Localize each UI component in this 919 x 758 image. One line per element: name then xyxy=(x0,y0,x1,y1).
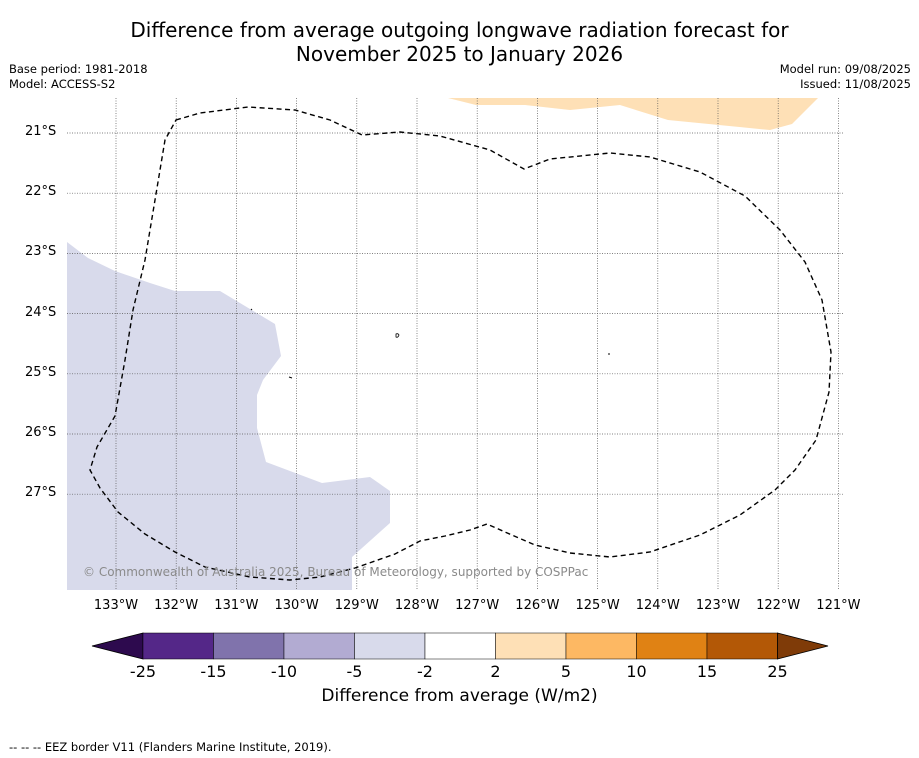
colorbar xyxy=(91,632,829,660)
gridlines xyxy=(67,98,843,590)
colorbar-swatch xyxy=(495,632,567,660)
colorbar-tick-label: -15 xyxy=(200,662,227,681)
longitude-label: 131°W xyxy=(214,598,259,613)
colorbar-tick-label: -2 xyxy=(417,662,433,681)
longitude-label: 130°W xyxy=(274,598,319,613)
title-line-1: Difference from average outgoing longwav… xyxy=(130,18,789,42)
copyright-notice: © Commonwealth of Australia 2025, Bureau… xyxy=(83,565,589,579)
colorbar-tick-label: 25 xyxy=(767,662,788,681)
longitude-label: 123°W xyxy=(695,598,741,613)
latitude-label: 26°S xyxy=(25,425,57,440)
latitude-label: 24°S xyxy=(25,304,57,320)
longitude-label: 127°W xyxy=(455,598,500,613)
island-marker xyxy=(395,333,400,338)
colorbar-tick-label: 10 xyxy=(626,662,647,681)
longitude-label: 124°W xyxy=(635,598,680,613)
latitude-label: 21°S xyxy=(25,124,57,139)
meta-right: Model run: 09/08/2025 Issued: 11/08/2025 xyxy=(780,62,911,92)
colorbar-tick-label: -25 xyxy=(129,662,157,681)
longitude-label: 128°W xyxy=(394,598,440,613)
chart-title: Difference from average outgoing longwav… xyxy=(0,18,919,66)
colorbar-tick-label: -5 xyxy=(346,662,363,681)
colorbar-swatch xyxy=(706,632,778,660)
island-marker xyxy=(250,308,253,311)
positive-anomaly-region xyxy=(448,98,818,130)
longitude-label: 125°W xyxy=(575,598,620,613)
colorbar-tick-label: 5 xyxy=(560,662,572,681)
colorbar-swatch xyxy=(636,632,708,660)
base-period: Base period: 1981-2018 xyxy=(9,62,148,76)
colorbar-swatch xyxy=(354,632,426,660)
longitude-label: 122°W xyxy=(756,598,801,613)
colorbar-swatch xyxy=(424,632,496,660)
island-marker xyxy=(288,376,293,379)
latitude-label: 25°S xyxy=(25,364,57,380)
colorbar-swatch xyxy=(283,632,355,660)
model-name: Model: ACCESS-S2 xyxy=(9,77,116,91)
colorbar-swatch xyxy=(142,632,214,660)
latitude-label: 27°S xyxy=(25,485,57,501)
longitude-label: 132°W xyxy=(154,598,199,613)
colorbar-swatch xyxy=(565,632,637,660)
issued-date: Issued: 11/08/2025 xyxy=(800,77,911,91)
colorbar-tick-label: -10 xyxy=(270,662,298,681)
meta-left: Base period: 1981-2018 Model: ACCESS-S2 xyxy=(9,62,148,92)
colorbar-extend-high xyxy=(777,632,829,660)
longitude-label: 126°W xyxy=(515,598,560,613)
longitude-label: 133°W xyxy=(93,598,139,613)
map-area xyxy=(67,98,843,590)
colorbar-tick-label: 15 xyxy=(696,662,718,681)
colorbar-swatch xyxy=(213,632,285,660)
model-run: Model run: 09/08/2025 xyxy=(779,62,911,76)
eez-footnote: -- -- -- EEZ border V11 (Flanders Marine… xyxy=(9,740,332,754)
latitude-label: 22°S xyxy=(25,184,57,200)
latitude-label: 23°S xyxy=(25,244,57,260)
title-line-2: November 2025 to January 2026 xyxy=(295,42,624,66)
colorbar-tick-label: 2 xyxy=(490,662,501,681)
negative-anomaly-region xyxy=(67,242,390,590)
longitude-label: 129°W xyxy=(334,598,379,613)
colorbar-label: Difference from average (W/m2) xyxy=(321,686,598,706)
longitude-label: 121°W xyxy=(816,598,861,613)
colorbar-extend-low xyxy=(91,632,144,660)
